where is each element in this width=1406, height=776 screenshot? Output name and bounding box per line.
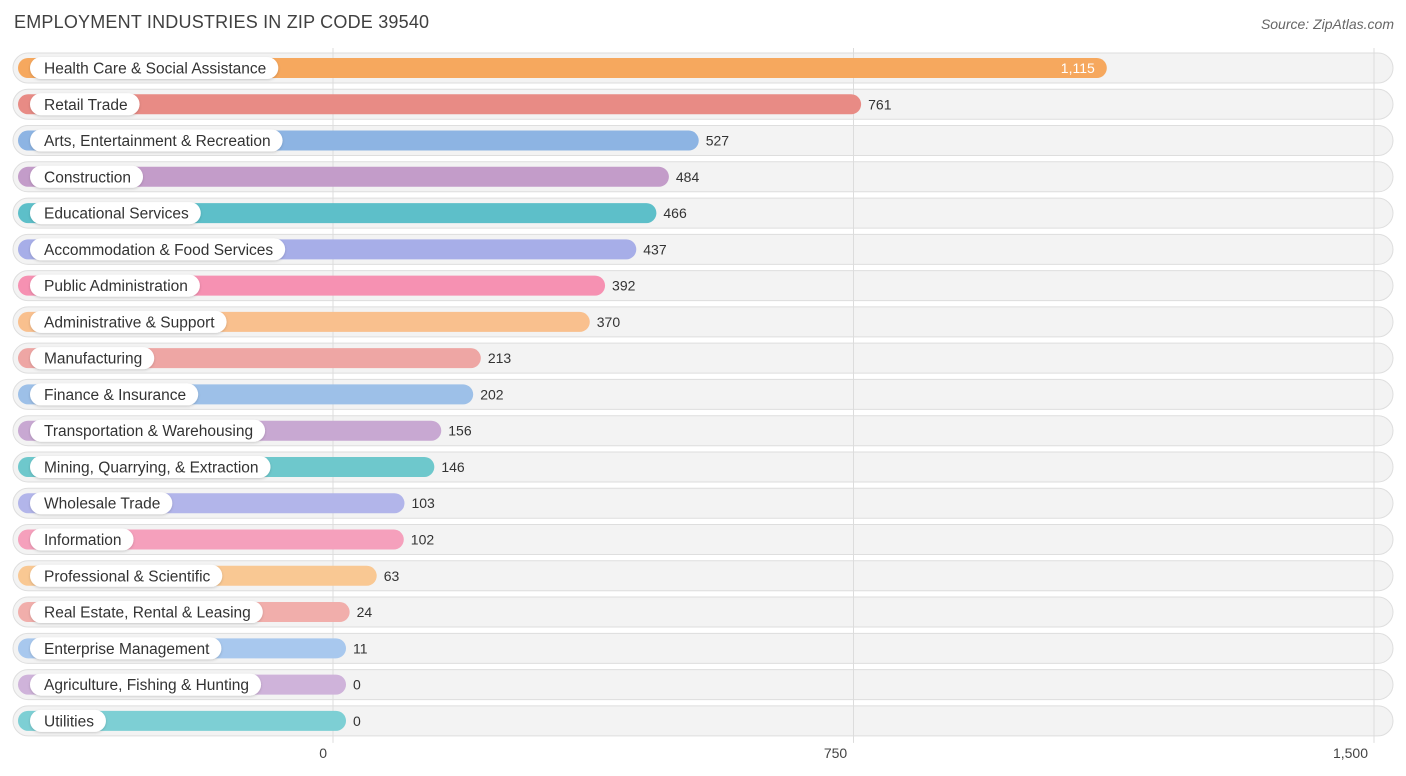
category-label: Real Estate, Rental & Leasing (44, 605, 251, 622)
category-label-pill (30, 673, 262, 696)
chart-title: EMPLOYMENT INDUSTRIES IN ZIP CODE 39540 (14, 12, 430, 32)
value-label: 466 (663, 205, 687, 221)
value-label: 1,115 (1061, 60, 1095, 76)
row-background (12, 705, 1394, 737)
category-label-pill (30, 601, 263, 624)
category-label: Accommodation & Food Services (44, 242, 273, 259)
category-label: Retail Trade (44, 97, 128, 114)
category-label: Educational Services (44, 206, 189, 223)
category-label-pill (30, 347, 155, 370)
value-label: 392 (612, 278, 636, 294)
category-label-pill (30, 528, 134, 551)
category-label: Public Administration (44, 278, 188, 295)
value-label: 0 (353, 677, 361, 693)
category-label-pill (30, 57, 279, 79)
value-label: 11 (353, 640, 368, 656)
category-label: Utilities (44, 713, 94, 730)
category-label: Administrative & Support (44, 314, 215, 331)
category-label-pill (30, 165, 144, 188)
value-label: 484 (676, 169, 700, 185)
bar (18, 58, 1107, 78)
category-label: Manufacturing (44, 351, 142, 368)
category-label-pill (30, 383, 199, 406)
category-label-pill (30, 455, 271, 478)
value-label: 102 (411, 532, 435, 548)
value-label: 146 (441, 459, 465, 475)
value-label: 63 (384, 568, 400, 584)
category-label-pill (30, 129, 283, 152)
category-label-pill (30, 419, 266, 442)
category-label: Construction (44, 169, 131, 186)
value-label: 0 (353, 713, 361, 729)
row-background (12, 632, 1394, 664)
value-label: 437 (643, 241, 667, 257)
category-label: Information (44, 532, 122, 549)
row-background (12, 596, 1394, 628)
category-label-pill (30, 238, 286, 261)
category-label: Professional & Scientific (44, 568, 211, 585)
x-tick-label: 0 (319, 745, 327, 761)
category-label-pill (30, 310, 227, 333)
value-label: 202 (480, 386, 504, 402)
category-label: Finance & Insurance (44, 387, 186, 404)
value-label: 370 (597, 314, 621, 330)
bar (18, 166, 669, 187)
category-label-pill (30, 93, 140, 116)
category-label: Arts, Entertainment & Recreation (44, 133, 271, 150)
category-label: Transportation & Warehousing (44, 423, 253, 440)
value-label: 761 (868, 96, 892, 112)
category-label-pill (30, 637, 222, 660)
row-background (12, 669, 1394, 701)
category-label: Health Care & Social Assistance (44, 61, 266, 78)
category-label-pill (30, 709, 106, 732)
x-tick-label: 750 (824, 745, 848, 761)
value-label: 156 (448, 423, 472, 439)
x-tick-label: 1,500 (1333, 745, 1368, 761)
value-label: 103 (411, 495, 435, 511)
category-label-pill (30, 492, 173, 515)
category-label-pill (30, 564, 223, 587)
category-label: Agriculture, Fishing & Hunting (44, 677, 249, 694)
category-label-pill (30, 202, 201, 225)
bar (18, 94, 862, 115)
value-label: 527 (706, 133, 730, 149)
value-label: 24 (357, 604, 373, 620)
source-note: Source: ZipAtlas.com (1260, 16, 1394, 32)
category-label: Enterprise Management (44, 641, 210, 658)
category-label-pill (30, 274, 200, 297)
category-label: Wholesale Trade (44, 496, 160, 513)
category-label: Mining, Quarrying, & Extraction (44, 459, 259, 476)
value-label: 213 (488, 350, 512, 366)
